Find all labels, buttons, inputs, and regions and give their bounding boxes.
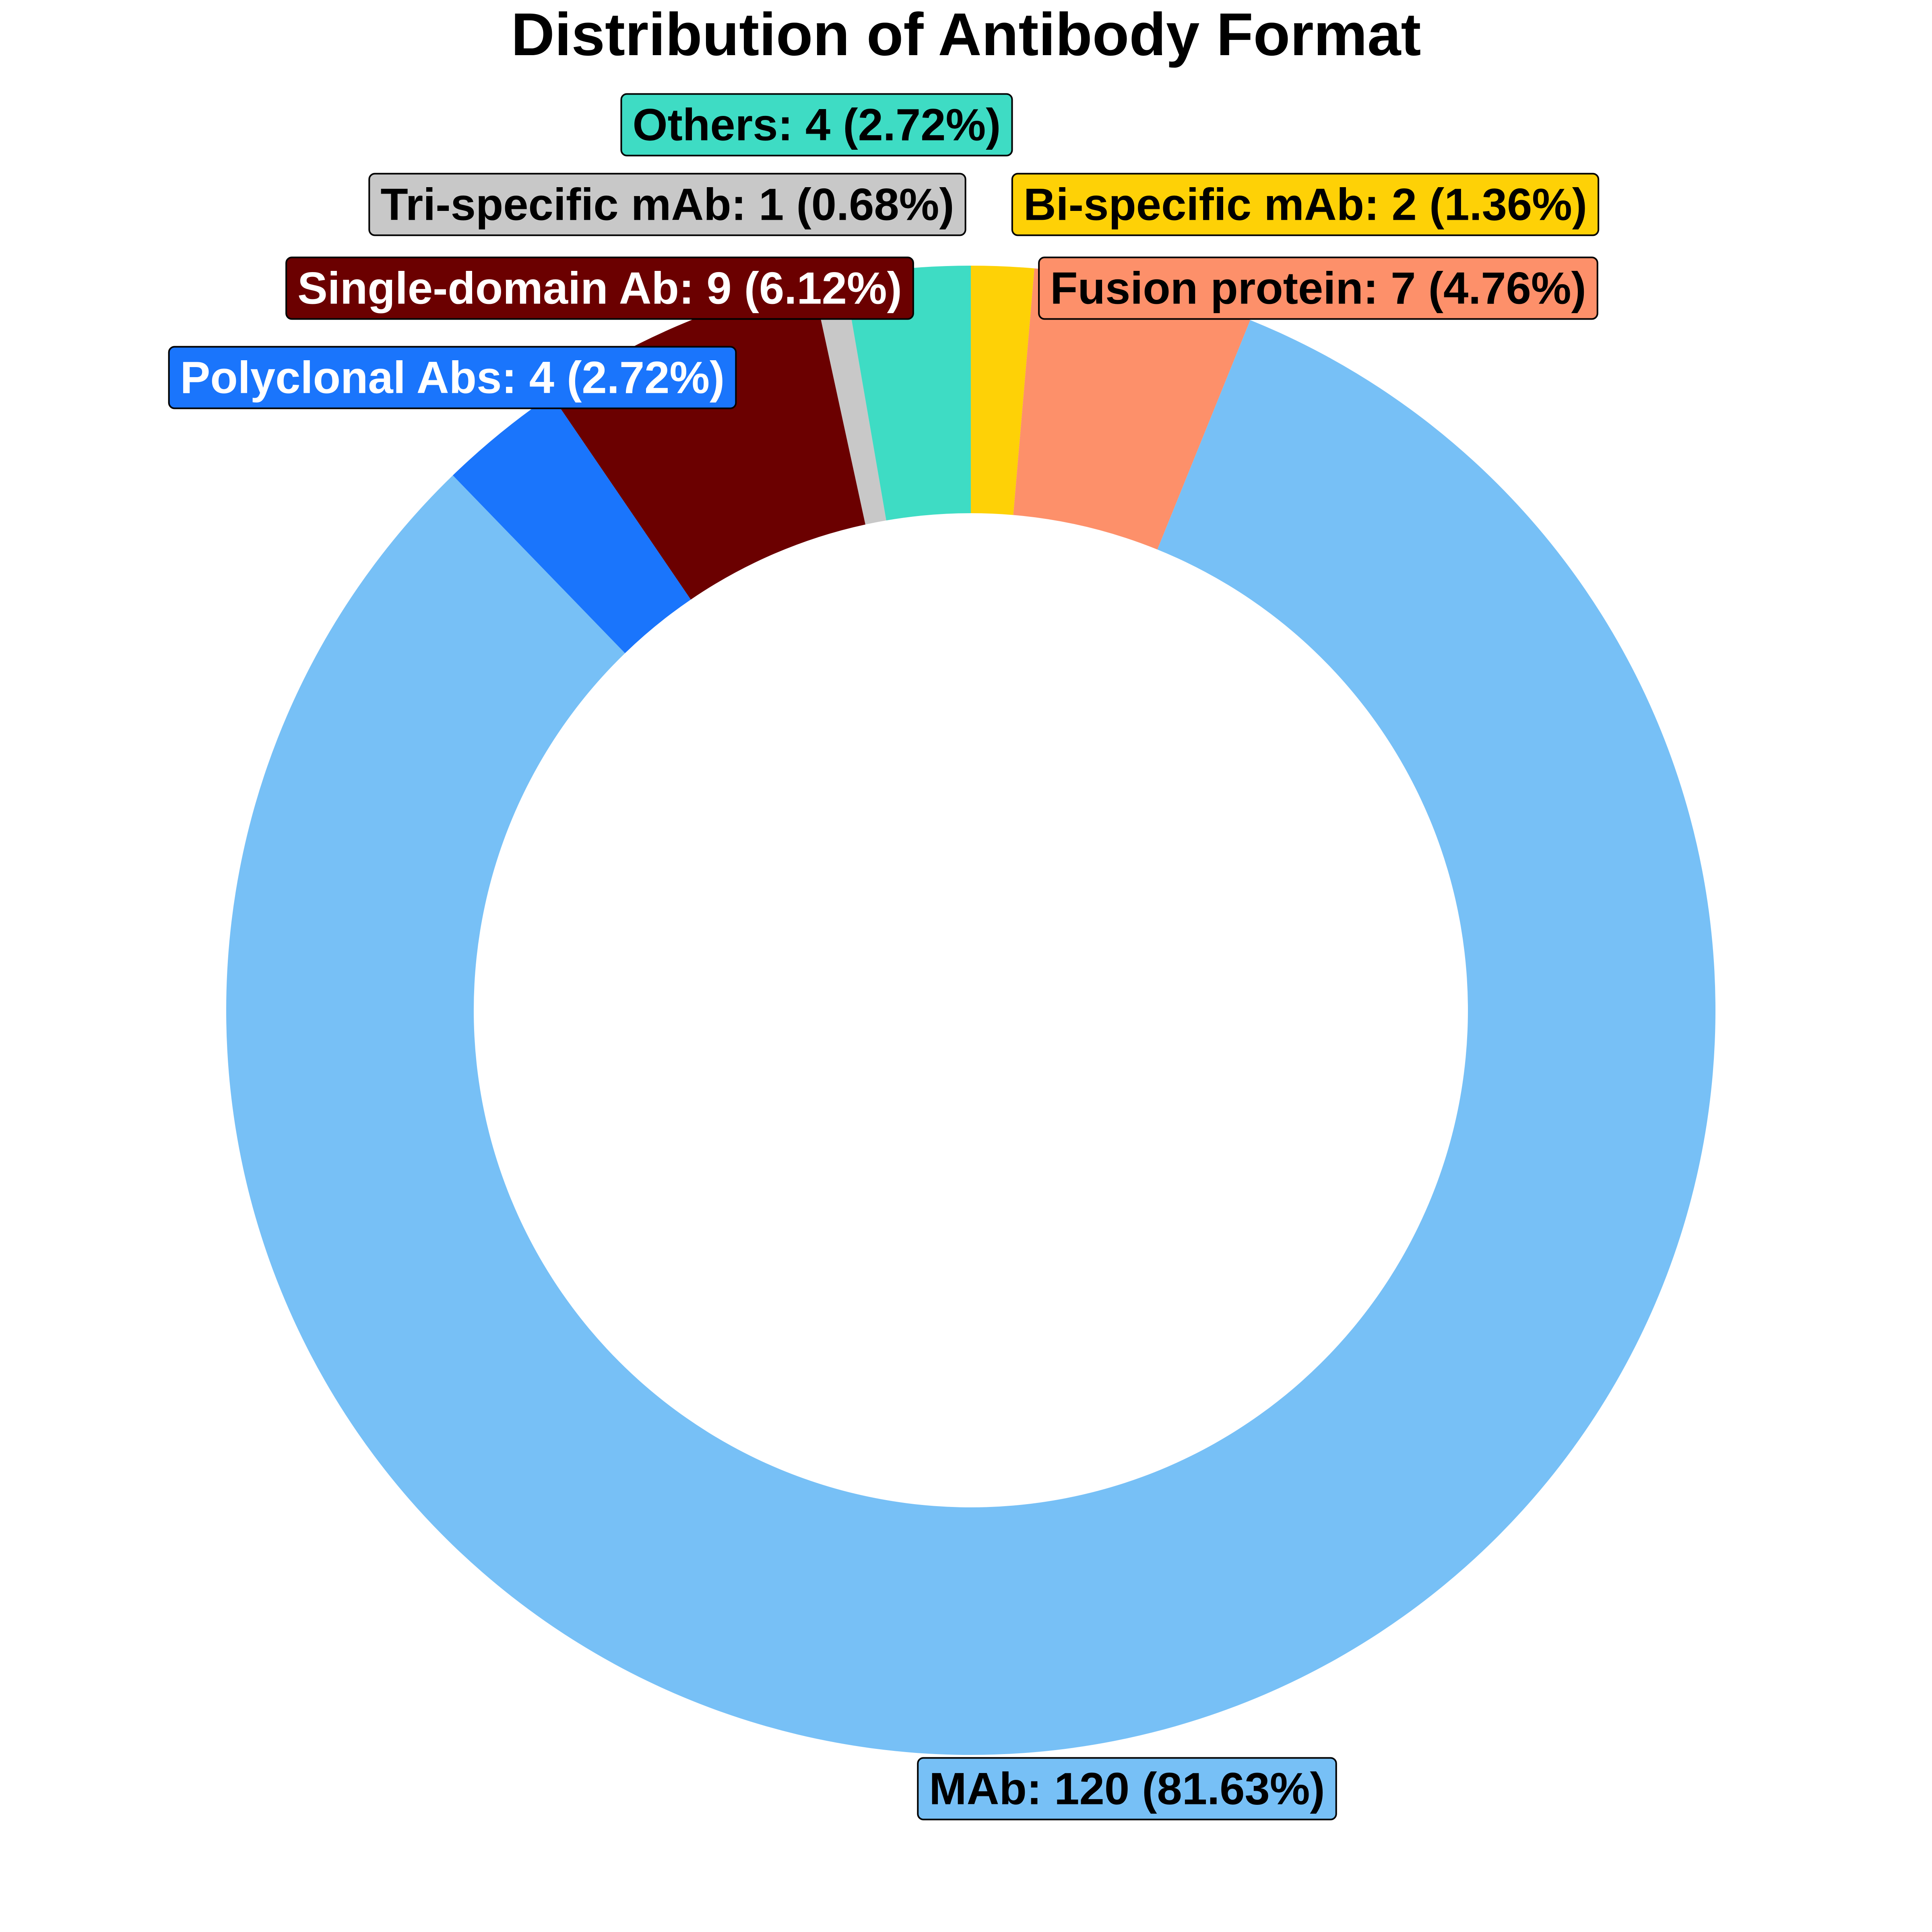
label-text-tri-specific-mab: Tri-specific mAb: 1 (0.68%) [380, 180, 954, 230]
label-text-polyclonal-abs: Polyclonal Abs: 4 (2.72%) [180, 353, 725, 403]
label-box-tri-specific-mab [368, 173, 966, 236]
chart-title: Distribution of Antibody Format [511, 0, 1421, 68]
label-box-others [620, 93, 1013, 157]
label-others: Others: 4 (2.72%) [620, 93, 1013, 157]
label-box-polyclonal-abs [168, 346, 737, 409]
slice-bi-specific-mab [971, 266, 1034, 515]
slice-others [844, 266, 971, 521]
slice-tri-specific-mab [813, 276, 886, 525]
slice-fusion-protein [1013, 268, 1251, 550]
labels-layer: MAb: 120 (81.63%) Polyclonal Abs: 4 (2.72… [168, 93, 1600, 1821]
label-single-domain-ab: Single-domain Ab: 9 (6.12%) [285, 256, 914, 320]
label-text-mab: MAb: 120 (81.63%) [929, 1764, 1325, 1814]
label-fusion-protein: Fusion protein: 7 (4.76%) [1038, 256, 1598, 320]
label-box-bi-specific-mab [1011, 173, 1600, 236]
label-text-bi-specific-mab: Bi-specific mAb: 2 (1.36%) [1024, 180, 1587, 230]
label-text-others: Others: 4 (2.72%) [633, 100, 1001, 150]
slice-mab [226, 320, 1715, 1755]
label-bi-specific-mab: Bi-specific mAb: 2 (1.36%) [1011, 173, 1600, 236]
label-text-single-domain-ab: Single-domain Ab: 9 (6.12%) [297, 263, 902, 314]
label-box-mab [917, 1757, 1337, 1821]
slice-polyclonal-abs [452, 395, 691, 653]
slices-layer [226, 266, 1715, 1755]
label-box-single-domain-ab [285, 256, 914, 320]
label-text-fusion-protein: Fusion protein: 7 (4.76%) [1050, 263, 1586, 314]
label-tri-specific-mab: Tri-specific mAb: 1 (0.68%) [368, 173, 966, 236]
label-polyclonal-abs: Polyclonal Abs: 4 (2.72%) [168, 346, 737, 409]
label-box-fusion-protein [1038, 256, 1598, 320]
label-mab: MAb: 120 (81.63%) [917, 1757, 1337, 1821]
